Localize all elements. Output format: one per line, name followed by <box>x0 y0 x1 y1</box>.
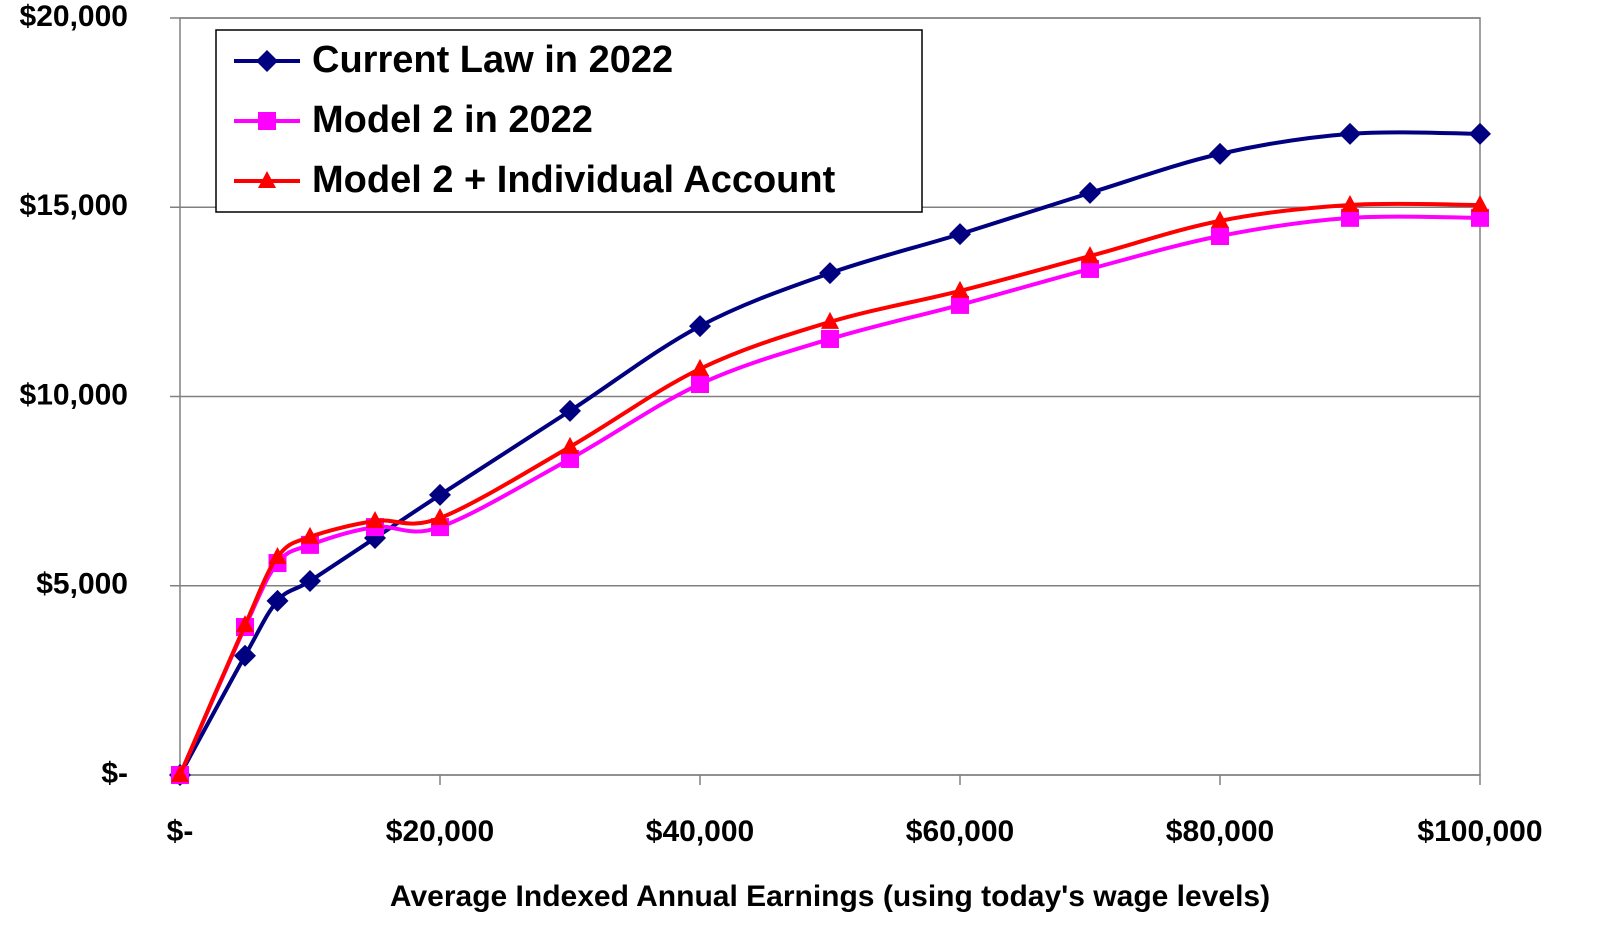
marker <box>1081 259 1099 278</box>
marker <box>266 589 289 612</box>
marker <box>429 483 451 506</box>
marker <box>1079 181 1101 204</box>
marker <box>1081 246 1099 264</box>
marker <box>819 262 841 285</box>
marker <box>561 449 579 468</box>
marker <box>951 295 969 314</box>
legend-text: Current Law in 2022 <box>312 39 673 81</box>
x-tick-label: $80,000 <box>1166 815 1274 848</box>
marker <box>256 50 278 72</box>
marker <box>171 765 189 782</box>
plot-frame <box>179 17 1481 776</box>
marker <box>821 329 839 348</box>
marker <box>1471 208 1489 227</box>
marker <box>559 399 581 422</box>
marker <box>1469 122 1491 145</box>
marker <box>268 546 287 564</box>
y-tick-label: $15,000 <box>20 189 128 222</box>
marker <box>821 311 839 329</box>
legend-text: Model 2 in 2022 <box>312 99 593 141</box>
marker <box>236 615 254 633</box>
marker <box>258 171 276 188</box>
marker <box>689 315 711 338</box>
marker <box>1211 227 1229 246</box>
marker <box>691 358 709 376</box>
y-tick-label: $5,000 <box>36 568 128 601</box>
marker <box>258 112 276 130</box>
marker <box>1209 142 1231 165</box>
x-tick-label: $- <box>167 815 194 848</box>
marker <box>949 223 971 246</box>
legend-box <box>215 29 923 213</box>
marker <box>1341 194 1359 212</box>
y-tick-label: $- <box>101 757 128 790</box>
marker <box>1211 210 1229 228</box>
marker <box>1339 122 1361 145</box>
marker <box>951 280 969 298</box>
x-tick-label: $20,000 <box>386 815 494 848</box>
marker <box>1341 208 1359 227</box>
marker <box>1471 194 1489 212</box>
marker <box>366 511 384 529</box>
marker <box>234 644 256 667</box>
x-axis-title: Average Indexed Annual Earnings (using t… <box>390 880 1270 913</box>
legend-text: Model 2 + Individual Account <box>312 159 836 201</box>
y-tick-label: $10,000 <box>20 378 128 411</box>
x-tick-label: $100,000 <box>1417 815 1542 848</box>
x-tick-label: $60,000 <box>906 815 1014 848</box>
x-tick-label: $40,000 <box>646 815 754 848</box>
marker <box>299 570 321 593</box>
marker <box>691 375 709 394</box>
y-tick-label: $20,000 <box>20 0 128 33</box>
marker <box>561 436 579 454</box>
marker <box>301 526 319 544</box>
marker <box>431 507 449 525</box>
